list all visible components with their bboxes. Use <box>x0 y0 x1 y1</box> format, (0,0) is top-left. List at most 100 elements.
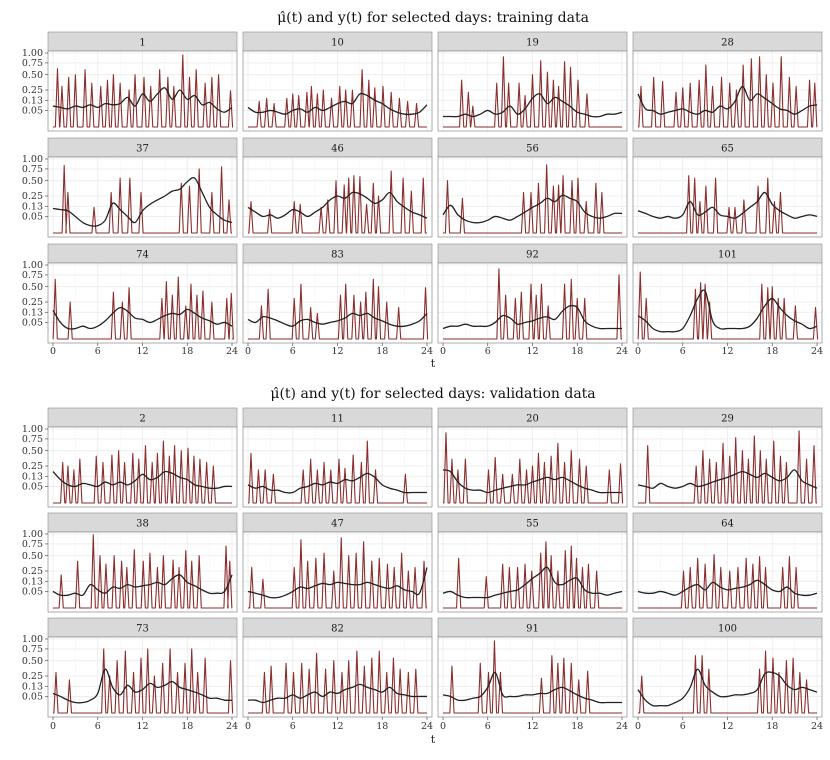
facet-panel-20: 20 <box>437 407 628 508</box>
y-tick-label: 0.50 <box>22 70 43 81</box>
x-tick-label: 12 <box>331 346 343 357</box>
facet-strip-label: 1 <box>139 38 145 49</box>
x-tick-label: 0 <box>635 346 641 357</box>
facet-panel-37: 37 0.050.130.25 0.500.751.00 <box>22 137 238 238</box>
series-y-observed <box>443 164 622 234</box>
series-mu-hat <box>247 472 427 494</box>
series-mu-hat <box>442 304 622 330</box>
facet-panel-74: 74 0.050.130.25 0.500.751.00 0 6 12 18 24 <box>22 243 238 357</box>
facet-strip-label: 47 <box>331 519 344 530</box>
x-tick-label: 6 <box>485 346 491 357</box>
x-tick-label: 24 <box>226 721 238 732</box>
y-tick-label: 0.75 <box>22 270 43 281</box>
facet-strip-label: 38 <box>136 519 149 530</box>
x-tick-label: 24 <box>616 346 628 357</box>
x-tick-label: 0 <box>440 346 446 357</box>
facet-strip-label: 29 <box>721 414 734 425</box>
panel-border <box>437 50 628 132</box>
facet-panel-91: 91 0 6 12 18 24 <box>437 617 628 732</box>
y-tick-label: 1.00 <box>22 154 43 165</box>
y-tick-label: 0.05 <box>22 482 43 493</box>
x-tick-label: 6 <box>485 721 491 732</box>
x-tick-label: 18 <box>376 346 388 357</box>
x-tick-label: 0 <box>635 721 641 732</box>
y-tick-label: 0.05 <box>22 212 43 223</box>
facet-panel-83: 83 0 6 12 18 24 <box>242 243 433 357</box>
panel-border <box>242 156 433 238</box>
y-tick-label: 1.00 <box>22 634 43 645</box>
panel-border <box>437 531 628 613</box>
x-tick-label: 6 <box>95 346 101 357</box>
series-y-observed <box>443 432 624 504</box>
facet-strip-label: 64 <box>721 519 734 530</box>
series-y-observed <box>638 175 817 234</box>
y-tick-label: 0.13 <box>22 577 43 588</box>
y-tick-label: 0.13 <box>22 682 43 693</box>
x-axis-title: t <box>431 357 436 370</box>
x-tick-label: 24 <box>811 721 823 732</box>
y-tick-label: 0.05 <box>22 106 43 117</box>
x-tick-label: 18 <box>376 721 388 732</box>
facet-panel-38: 38 0.050.130.25 0.500.751.00 <box>22 512 238 613</box>
panel-border <box>242 50 433 132</box>
x-tick-label: 0 <box>245 346 251 357</box>
panel-border <box>632 50 823 132</box>
series-mu-hat <box>247 92 428 116</box>
y-tick-label: 0.25 <box>22 566 43 577</box>
facet-strip-label: 28 <box>721 38 734 49</box>
x-tick-label: 12 <box>526 721 538 732</box>
x-tick-label: 24 <box>616 721 628 732</box>
series-mu-hat <box>52 574 233 597</box>
series-mu-hat <box>247 567 428 599</box>
panel-border <box>47 426 238 508</box>
x-tick-label: 0 <box>245 721 251 732</box>
facet-strip-label: 56 <box>526 144 539 155</box>
y-tick-label: 0.25 <box>22 85 43 96</box>
series-y-observed <box>638 430 817 504</box>
x-tick-label: 12 <box>136 346 148 357</box>
series-mu-hat <box>637 85 818 115</box>
panel-border <box>47 531 238 613</box>
y-tick-label: 0.50 <box>22 282 43 293</box>
y-tick-label: 0.50 <box>22 551 43 562</box>
series-mu-hat <box>442 93 623 118</box>
series-mu-hat <box>52 177 233 227</box>
facet-strip-label: 100 <box>718 624 737 635</box>
series-mu-hat <box>442 671 622 704</box>
x-tick-label: 12 <box>331 721 343 732</box>
panel-border <box>632 531 823 613</box>
series-mu-hat <box>247 312 428 328</box>
series-y-observed <box>52 276 234 340</box>
series-mu-hat <box>247 191 428 219</box>
facet-strip-label: 37 <box>136 144 149 155</box>
series-y-observed <box>53 440 232 504</box>
series-y-observed <box>637 271 819 340</box>
y-tick-label: 1.00 <box>22 260 43 271</box>
x-tick-label: 18 <box>571 346 583 357</box>
chart-title: μ̂(t) and y(t) for selected days: valida… <box>270 386 595 402</box>
y-tick-label: 0.75 <box>22 539 43 550</box>
facet-panel-11: 11 <box>242 407 433 508</box>
series-y-observed <box>443 640 622 714</box>
x-tick-label: 6 <box>680 721 686 732</box>
facet-strip-label: 82 <box>331 624 344 635</box>
y-tick-label: 0.13 <box>22 96 43 107</box>
series-y-observed <box>53 54 234 128</box>
x-tick-label: 24 <box>811 346 823 357</box>
series-mu-hat <box>247 683 427 704</box>
series-y-observed <box>443 268 622 340</box>
facet-strip-label: 10 <box>331 38 344 49</box>
y-tick-label: 0.25 <box>22 461 43 472</box>
chart-title: μ̂(t) and y(t) for selected days: traini… <box>277 10 589 26</box>
series-y-observed <box>638 650 817 714</box>
facet-panel-29: 29 <box>632 407 823 508</box>
y-tick-label: 0.50 <box>22 656 43 667</box>
facet-strip-label: 20 <box>526 414 539 425</box>
x-tick-label: 12 <box>136 721 148 732</box>
x-tick-label: 12 <box>721 346 733 357</box>
series-y-observed <box>638 56 818 128</box>
series-y-observed <box>53 165 232 234</box>
x-tick-label: 0 <box>50 346 56 357</box>
